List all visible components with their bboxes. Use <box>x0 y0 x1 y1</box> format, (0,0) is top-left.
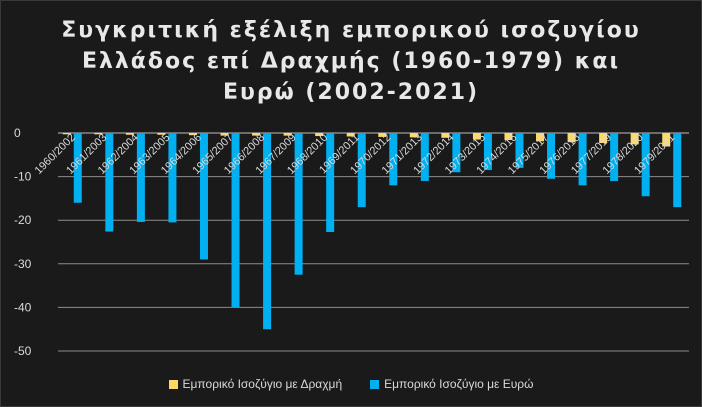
bar-drachma <box>378 133 387 137</box>
bar-euro <box>641 133 650 197</box>
bar-drachma <box>409 133 418 138</box>
y-tick-label: 0 <box>14 126 21 140</box>
chart-legend: Εμπορικό Ισοζύγιο με Δραχμή Εμπορικό Ισο… <box>1 377 701 391</box>
bar-euro <box>452 133 461 173</box>
bar-drachma <box>472 133 481 140</box>
legend-swatch-drachma <box>168 379 178 389</box>
y-tick-label: -30 <box>14 257 32 271</box>
bar-drachma <box>220 133 229 136</box>
bar-euro <box>547 133 556 179</box>
bar-drachma <box>157 133 166 135</box>
y-tick-label: -10 <box>14 170 32 184</box>
bar-euro <box>168 133 177 223</box>
bar-drachma <box>536 133 545 142</box>
bar-euro <box>294 133 303 275</box>
bar-euro <box>610 133 619 181</box>
legend-swatch-euro <box>370 379 380 389</box>
y-tick-label: -40 <box>14 300 32 314</box>
bar-euro <box>357 133 366 208</box>
chart-title-line-1: Συγκριτική εξέλιξη εμπορικού ισοζυγίου <box>61 18 641 43</box>
bar-euro <box>673 133 682 208</box>
legend-label-euro: Εμπορικό Ισοζύγιο με Ευρώ <box>384 377 534 391</box>
bar-euro <box>420 133 429 181</box>
bar-drachma <box>662 133 671 147</box>
bar-drachma <box>94 133 103 135</box>
bar-euro <box>515 133 524 168</box>
bar-euro <box>231 133 240 308</box>
bar-drachma <box>252 133 261 136</box>
bar-drachma <box>315 133 324 137</box>
bar-drachma <box>441 133 450 138</box>
y-tick-label: -20 <box>14 213 32 227</box>
bar-drachma <box>599 133 608 144</box>
bar-euro <box>326 133 335 232</box>
bar-euro <box>263 133 272 330</box>
bar-euro <box>105 133 114 232</box>
bar-drachma <box>630 133 639 145</box>
bar-drachma <box>567 133 576 143</box>
y-tick-label: -50 <box>14 344 32 358</box>
bar-euro <box>199 133 208 260</box>
bar-drachma <box>62 133 71 135</box>
bar-drachma <box>504 133 513 140</box>
legend-item-euro: Εμπορικό Ισοζύγιο με Ευρώ <box>370 377 533 391</box>
bar-drachma <box>188 133 197 136</box>
bar-drachma <box>346 133 355 137</box>
bar-drachma <box>125 133 134 135</box>
legend-item-drachma: Εμπορικό Ισοζύγιο με Δραχμή <box>168 377 343 391</box>
chart-title-line-2: Ελλάδος επί Δραχμής (1960-1979) και <box>81 49 621 74</box>
bar-euro <box>578 133 587 186</box>
legend-label-drachma: Εμπορικό Ισοζύγιο με Δραχμή <box>182 377 343 391</box>
bar-drachma <box>283 133 292 136</box>
bar-euro <box>483 133 492 171</box>
bar-euro <box>136 133 145 222</box>
bar-euro <box>389 133 398 186</box>
chart-title-line-3: Ευρώ (2002-2021) <box>222 80 480 105</box>
bar-euro <box>73 133 82 203</box>
chart-title: Συγκριτική εξέλιξη εμπορικού ισοζυγίου Ε… <box>1 15 701 108</box>
